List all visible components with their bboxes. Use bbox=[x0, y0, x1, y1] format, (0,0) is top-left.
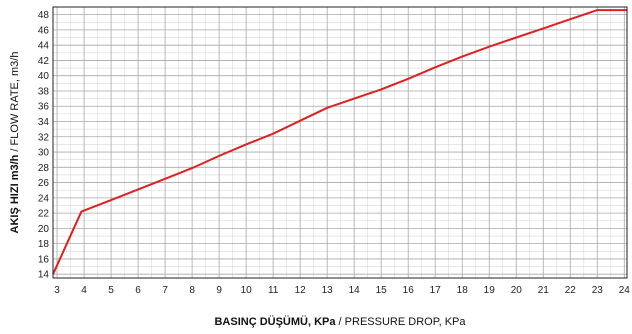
x-tick-label: 8 bbox=[189, 285, 195, 296]
x-tick-label: 9 bbox=[216, 285, 222, 296]
y-tick-label: 28 bbox=[38, 163, 50, 174]
plot-frame bbox=[52, 6, 628, 279]
x-tick-label: 3 bbox=[54, 285, 60, 296]
y-tick-label: 26 bbox=[38, 178, 50, 189]
x-tick-label: 10 bbox=[241, 285, 253, 296]
y-tick-label: 14 bbox=[38, 270, 50, 281]
x-tick-label: 18 bbox=[457, 285, 469, 296]
y-tick-labels: 14 16 18 20 22 24 26 28 30 32 34 36 38 40 42 44 46 48 bbox=[38, 10, 50, 281]
x-tick-label: 7 bbox=[162, 285, 168, 296]
x-axis-title-bold: BASINÇ DÜŞÜMÜ, KPa bbox=[214, 315, 336, 328]
x-tick-label: 14 bbox=[349, 285, 361, 296]
y-tick-label: 22 bbox=[38, 209, 50, 220]
series-layer bbox=[52, 9, 627, 275]
x-tick-label: 15 bbox=[376, 285, 388, 296]
x-tick-label: 6 bbox=[135, 285, 141, 296]
y-axis-title-bold: AKIŞ HIZI m3/h bbox=[9, 154, 21, 233]
y-tick-label: 44 bbox=[38, 41, 50, 52]
y-tick-label: 20 bbox=[38, 224, 50, 235]
x-tick-label: 19 bbox=[484, 285, 496, 296]
y-tick-label: 24 bbox=[38, 193, 50, 204]
x-tick-labels: 3 4 5 6 7 8 9 10 11 12 13 14 15 16 17 18 19 20 21 22 23 24 bbox=[54, 285, 630, 296]
y-axis-title-rest: FLOW RATE, m3/h bbox=[9, 52, 21, 146]
y-tick-label: 34 bbox=[38, 117, 50, 128]
y-axis-title-sep: / bbox=[9, 145, 21, 154]
x-axis-title: BASINÇ DÜŞÜMÜ, KPa / PRESSURE DROP, KPa bbox=[214, 315, 466, 328]
y-tick-label: 42 bbox=[38, 56, 50, 67]
y-tick-label: 30 bbox=[38, 148, 50, 159]
x-tick-label: 16 bbox=[403, 285, 415, 296]
x-axis-title-sep: / bbox=[336, 316, 345, 328]
x-tick-label: 24 bbox=[619, 285, 631, 296]
grid bbox=[53, 6, 627, 278]
y-tick-label: 46 bbox=[38, 25, 50, 36]
y-tick-label: 16 bbox=[38, 254, 50, 265]
x-tick-label: 17 bbox=[430, 285, 442, 296]
y-axis-title: AKIŞ HIZI m3/h / FLOW RATE, m3/h bbox=[9, 52, 21, 234]
flow-rate-line bbox=[52, 9, 627, 275]
y-tick-label: 36 bbox=[38, 102, 50, 113]
y-tick-label: 48 bbox=[38, 10, 50, 21]
x-tick-label: 22 bbox=[565, 285, 577, 296]
x-tick-label: 11 bbox=[268, 285, 279, 296]
x-tick-label: 23 bbox=[592, 285, 604, 296]
x-axis-title-rest: PRESSURE DROP, KPa bbox=[345, 316, 467, 328]
y-tick-label: 18 bbox=[38, 239, 50, 250]
y-tick-label: 32 bbox=[38, 132, 50, 143]
x-tick-label: 5 bbox=[108, 285, 114, 296]
y-tick-label: 40 bbox=[38, 71, 50, 82]
x-tick-label: 12 bbox=[295, 285, 307, 296]
x-tick-label: 20 bbox=[511, 285, 523, 296]
y-tick-label: 38 bbox=[38, 86, 50, 97]
x-tick-label: 13 bbox=[322, 285, 334, 296]
x-tick-label: 21 bbox=[538, 285, 550, 296]
x-tick-label: 4 bbox=[81, 285, 87, 296]
